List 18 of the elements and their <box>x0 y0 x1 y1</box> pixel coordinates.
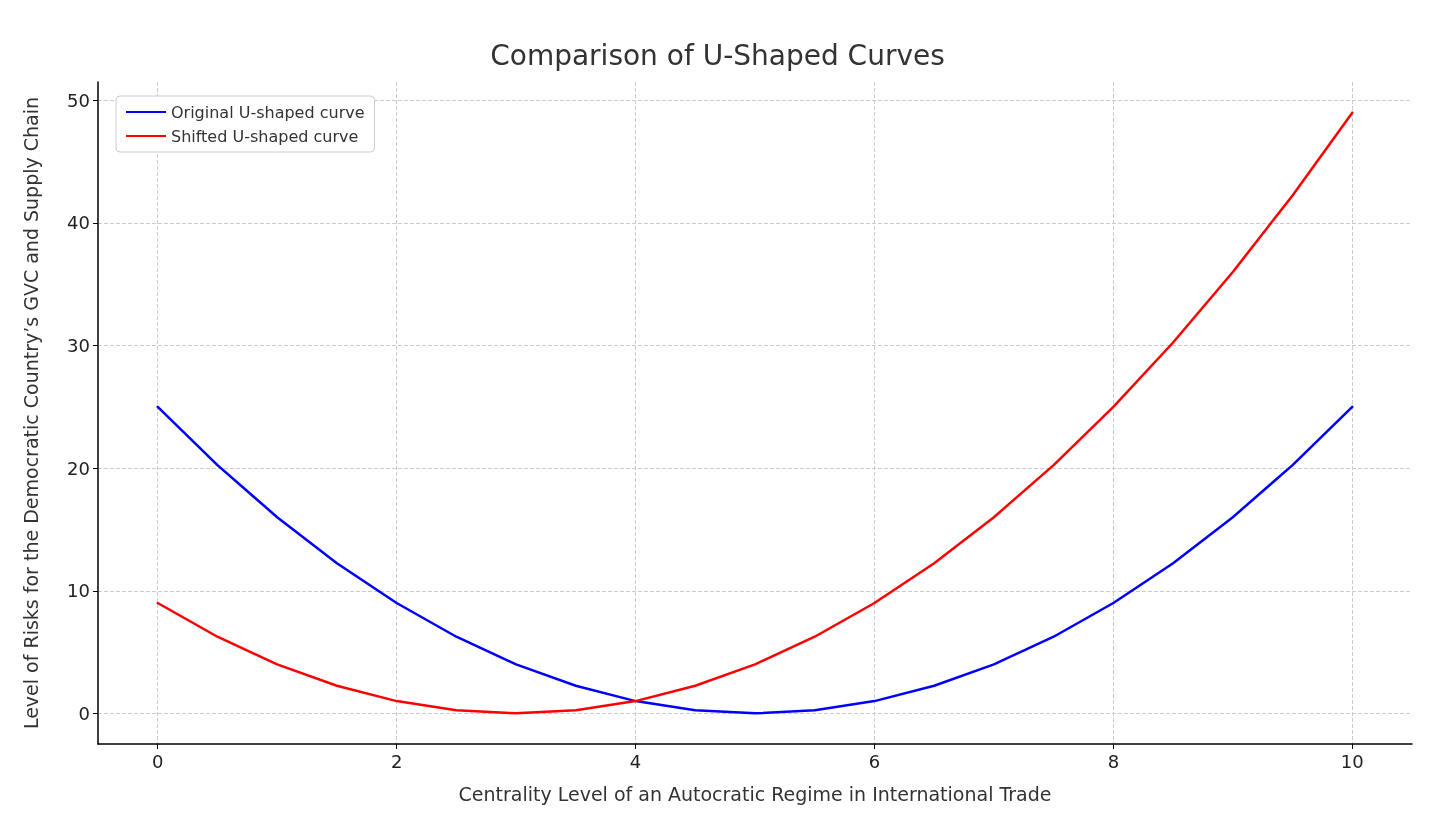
y-axis-title: Level of Risks for the Democratic Country’s GVC and Supply Chain <box>19 96 42 730</box>
legend-label: Original U-shaped curve <box>171 102 365 122</box>
x-tick-label: 0 <box>152 750 164 772</box>
x-tick-label: 8 <box>1107 750 1120 772</box>
legend-label: Shifted U-shaped curve <box>171 126 359 146</box>
x-tick-label: 2 <box>390 750 403 772</box>
y-tick-label: 10 <box>67 580 90 602</box>
y-tick-label: 20 <box>67 457 90 479</box>
y-tick-label: 0 <box>78 702 90 724</box>
y-tick-label: 50 <box>67 89 90 111</box>
x-tick-label: 10 <box>1340 750 1364 772</box>
y-tick-label: 40 <box>67 212 90 234</box>
y-tick-label: 30 <box>67 335 90 357</box>
x-tick-label: 6 <box>868 750 881 772</box>
line-series <box>156 405 1354 715</box>
chart-title: Comparison of U-Shaped Curves <box>490 38 945 72</box>
x-axis-title: Centrality Level of an Autocratic Regime in International Trade <box>458 782 1052 805</box>
x-tick-label: 4 <box>629 750 642 772</box>
